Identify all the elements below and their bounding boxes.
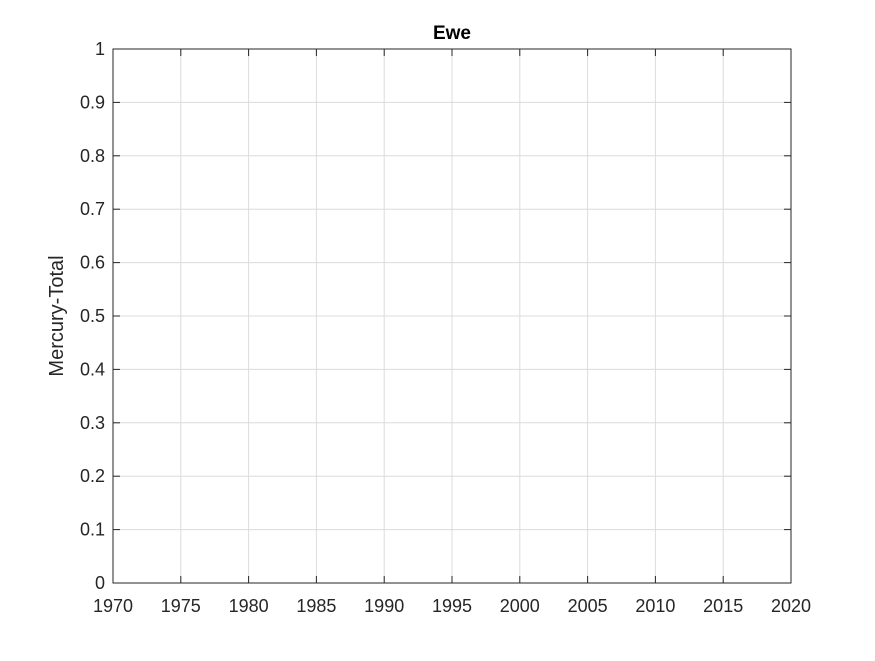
x-tick-label: 2015 bbox=[703, 596, 743, 616]
x-tick-label: 1990 bbox=[364, 596, 404, 616]
y-axis-label: Mercury-Total bbox=[46, 255, 68, 376]
x-tick-label: 2005 bbox=[568, 596, 608, 616]
x-tick-label: 1975 bbox=[161, 596, 201, 616]
x-tick-label: 1970 bbox=[93, 596, 133, 616]
x-tick-label: 2020 bbox=[771, 596, 811, 616]
y-tick-label: 0.1 bbox=[80, 520, 105, 540]
y-tick-label: 0 bbox=[95, 573, 105, 593]
y-tick-label: 0.9 bbox=[80, 92, 105, 112]
y-tick-labels: 0 0.1 0.2 0.3 0.4 0.5 0.6 0.7 0.8 0.9 1 bbox=[80, 39, 105, 593]
x-tick-label: 2000 bbox=[500, 596, 540, 616]
y-tick-label: 0.6 bbox=[80, 253, 105, 273]
x-tick-label: 1995 bbox=[432, 596, 472, 616]
x-tick-label: 2010 bbox=[635, 596, 675, 616]
y-tick-label: 0.7 bbox=[80, 199, 105, 219]
y-tick-label: 0.2 bbox=[80, 466, 105, 486]
plot-area-border bbox=[112, 48, 792, 584]
x-tick-labels: 1970 1975 1980 1985 1990 1995 2000 2005 2010 2015… bbox=[93, 596, 811, 616]
y-tick-label: 0.8 bbox=[80, 146, 105, 166]
x-tick-label: 1985 bbox=[296, 596, 336, 616]
chart-title: Ewe bbox=[433, 23, 471, 44]
x-tick-label: 1980 bbox=[229, 596, 269, 616]
y-tick-label: 0.5 bbox=[80, 306, 105, 326]
y-tick-label: 0.4 bbox=[80, 359, 105, 379]
y-tick-label: 0.3 bbox=[80, 413, 105, 433]
y-tick-label: 1 bbox=[95, 39, 105, 59]
